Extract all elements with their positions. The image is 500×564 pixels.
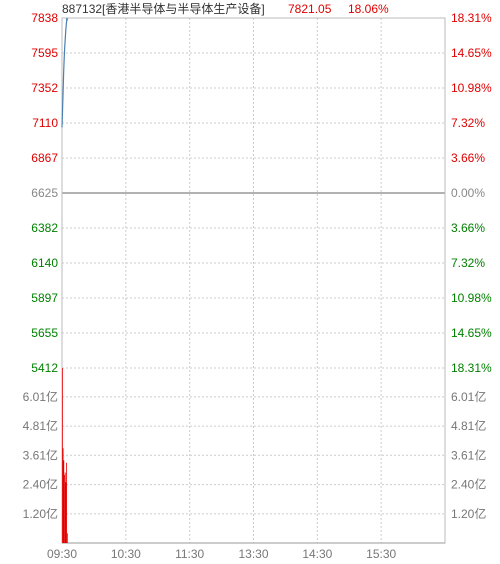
price-line	[61, 17, 69, 128]
volume-tick-label-right: 6.01亿	[451, 389, 486, 404]
volume-bar	[65, 482, 67, 543]
grid	[61, 17, 446, 544]
pct-tick-label: 18.31%	[451, 11, 492, 25]
pct-tick-label: 7.32%	[451, 256, 485, 270]
volume-bar	[62, 368, 63, 543]
price-tick-label: 6625	[31, 186, 58, 200]
price-tick-label: 7838	[31, 11, 58, 25]
header-change-pct: 18.06%	[348, 2, 389, 16]
tick-labels: 7838 18.31% 7595 14.65% 7352 10.98% 7110 7.32% 6…	[23, 11, 492, 561]
pct-tick-label: 0.00%	[451, 186, 485, 200]
volume-bar	[64, 472, 66, 543]
price-tick-label: 5412	[31, 361, 58, 375]
header-price: 7821.05	[288, 2, 332, 16]
volume-tick-label: 3.61亿	[23, 447, 58, 462]
plot-frame	[61, 17, 446, 544]
pct-tick-label: 18.31%	[451, 361, 492, 375]
time-tick-label: 15:30	[366, 547, 396, 561]
price-tick-label: 5897	[31, 291, 58, 305]
price-tick-label: 6140	[31, 256, 58, 270]
pct-tick-label: 14.65%	[451, 46, 492, 60]
volume-tick-label: 6.01亿	[23, 389, 58, 404]
volume-tick-label: 2.40亿	[23, 477, 58, 492]
pct-tick-label: 10.98%	[451, 291, 492, 305]
pct-tick-label: 10.98%	[451, 81, 492, 95]
volume-tick-label-right: 1.20亿	[451, 506, 486, 521]
chart-header: 887132[香港半导体与半导体生产设备] 7821.05 18.06%	[62, 2, 389, 16]
time-tick-label: 13:30	[238, 547, 268, 561]
volume-bar	[62, 448, 64, 543]
volume-bar	[66, 462, 67, 543]
header-code-name: 887132[香港半导体与半导体生产设备]	[62, 2, 265, 16]
time-tick-label: 09:30	[47, 547, 77, 561]
pct-tick-label: 3.66%	[451, 221, 485, 235]
time-tick-label: 11:30	[175, 547, 204, 561]
pct-tick-label: 14.65%	[451, 326, 492, 340]
price-tick-label: 5655	[31, 326, 58, 340]
volume-bar	[64, 474, 65, 543]
volume-tick-label-right: 4.81亿	[451, 418, 486, 433]
volume-tick-label-right: 2.40亿	[451, 477, 486, 492]
volume-tick-label: 4.81亿	[23, 418, 58, 433]
time-tick-label: 10:30	[111, 547, 141, 561]
price-tick-label: 7352	[31, 81, 58, 95]
volume-bar	[66, 533, 68, 543]
price-tick-label: 6867	[31, 151, 58, 165]
time-tick-label: 14:30	[302, 547, 332, 561]
price-tick-label: 7110	[32, 116, 58, 130]
price-line-layer	[61, 17, 69, 128]
volume-tick-label-right: 3.61亿	[451, 447, 486, 462]
volume-tick-label: 1.20亿	[23, 506, 58, 521]
price-tick-label: 6382	[31, 221, 58, 235]
pct-tick-label: 3.66%	[451, 151, 485, 165]
pct-tick-label: 7.32%	[451, 116, 485, 130]
volume-bar	[63, 460, 65, 543]
volume-bars	[62, 368, 68, 543]
price-tick-label: 7595	[31, 46, 58, 60]
